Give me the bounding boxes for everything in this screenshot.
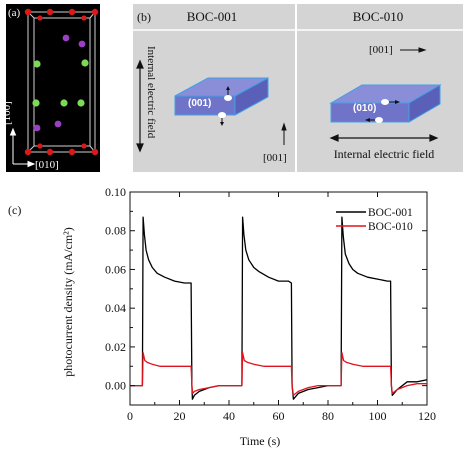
axis-010-label: [010] — [35, 159, 59, 171]
boc-001-title: BOC-001 — [187, 9, 238, 24]
bismuth-atoms — [33, 34, 86, 132]
x-tick-label: 40 — [223, 409, 235, 423]
facet-010-label: (010) — [353, 103, 376, 114]
left-direction-label: [001] — [263, 152, 287, 164]
panel-a: (a) [100] [010] — [1, 4, 100, 172]
chart-legend: BOC-001 BOC-010 — [336, 207, 413, 233]
left-field-label: Internal electric field — [145, 46, 157, 139]
panel-a-label: (a) — [8, 7, 21, 19]
right-charges — [365, 99, 400, 123]
boc-001-slab — [174, 77, 269, 116]
left-direction-arrow — [281, 122, 287, 145]
left-charges — [218, 86, 232, 126]
oxygen-atoms — [24, 8, 99, 156]
boc-010-slab — [329, 84, 442, 123]
right-field-double-arrow — [329, 134, 439, 142]
legend-label-boc-001: BOC-001 — [368, 207, 413, 219]
y-tick-label: 0.08 — [105, 224, 126, 238]
chlorine-atoms — [32, 59, 89, 107]
panel-c-label: (c) — [8, 203, 21, 217]
x-tick-label: 0 — [127, 409, 133, 423]
y-tick-label: 0.04 — [105, 301, 126, 315]
panel-b-label: (b) — [137, 10, 151, 24]
x-tick-label: 20 — [174, 409, 186, 423]
y-axis-label: photocurrent density (mA/cm²) — [61, 227, 75, 377]
panel-b: (b) BOC-001 BOC-010 Internal electric fi… — [133, 4, 463, 172]
chart-area: 0 20 40 60 80 100 1200.000.020.040.060.080.10 … — [105, 185, 436, 423]
series-line-boc-001 — [130, 216, 428, 400]
right-field-label: Internal electric field — [334, 147, 435, 161]
axis-100-label: [100] — [1, 101, 13, 125]
x-tick-label: 120 — [418, 409, 436, 423]
x-tick-label: 100 — [369, 409, 387, 423]
boc-010-title: BOC-010 — [353, 9, 404, 24]
right-direction-arrow — [400, 47, 427, 53]
facet-001-label: (001) — [188, 98, 211, 109]
y-tick-label: 0.06 — [105, 262, 126, 276]
crystal-axis-arrows — [9, 127, 36, 168]
chart-ticks: 0 20 40 60 80 100 120 0.00 0.02 0.04 0.06 0.08 0.10 — [105, 185, 436, 423]
x-tick-label: 60 — [273, 409, 285, 423]
x-axis-label: Time (s) — [240, 434, 281, 448]
series-line-boc-010 — [130, 352, 427, 396]
legend-label-boc-010: BOC-010 — [368, 221, 413, 233]
x-tick-label: 80 — [322, 409, 334, 423]
y-tick-label: 0.10 — [105, 185, 126, 199]
chart-series — [130, 216, 428, 400]
right-direction-label: [001] — [369, 44, 393, 56]
panel-c: (c) 0 20 40 60 80 100 1200.000.020.040.060.080… — [8, 185, 436, 448]
y-tick-label: 0.02 — [105, 340, 126, 354]
left-field-double-arrow — [136, 59, 144, 153]
y-tick-label: 0.00 — [105, 379, 126, 393]
